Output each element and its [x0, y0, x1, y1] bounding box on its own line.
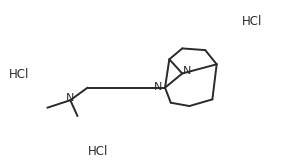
Text: HCl: HCl: [243, 15, 263, 28]
Text: N: N: [183, 66, 192, 76]
Text: HCl: HCl: [9, 68, 29, 81]
Text: N: N: [66, 93, 75, 103]
Text: N: N: [153, 82, 162, 92]
Text: HCl: HCl: [88, 145, 108, 158]
